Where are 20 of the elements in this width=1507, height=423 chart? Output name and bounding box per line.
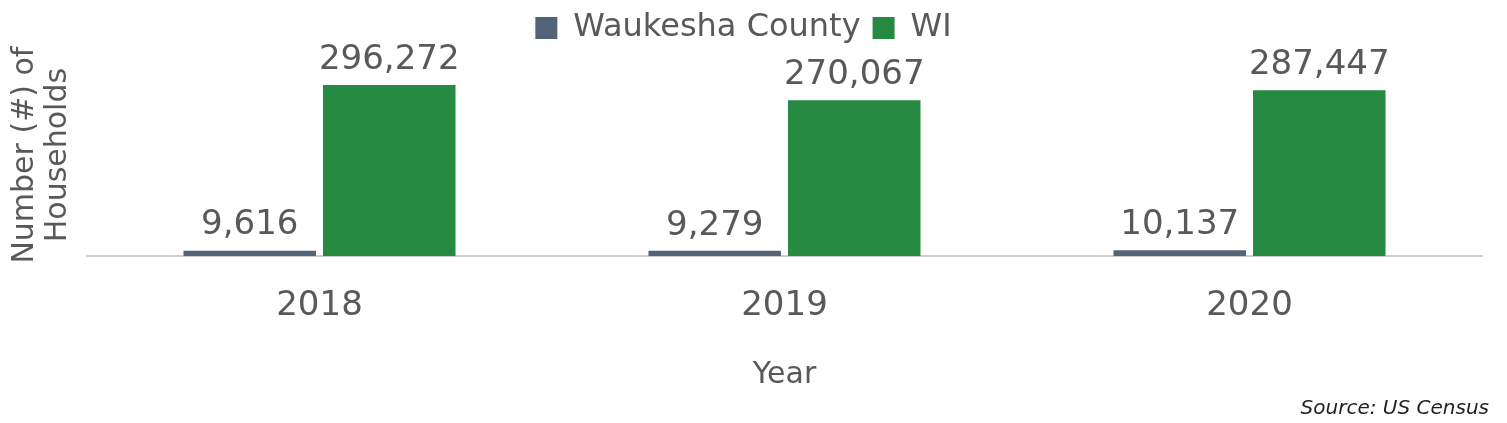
legend-label: Waukesha County	[573, 6, 861, 45]
legend-label: WI	[910, 6, 952, 45]
data-label: 9,279	[666, 202, 764, 243]
x-tick-label: 2018	[276, 283, 363, 324]
y-axis-title: Number (#) of Households	[5, 45, 74, 264]
data-label: 10,137	[1120, 202, 1240, 243]
x-tick-label: 2019	[741, 283, 828, 324]
x-tick-label: 2020	[1206, 283, 1293, 324]
bar	[322, 85, 456, 257]
bar	[1113, 250, 1247, 257]
data-label: 9,616	[201, 202, 299, 243]
data-label: 270,067	[783, 52, 925, 93]
bar	[787, 100, 921, 257]
data-label: 287,447	[1248, 41, 1390, 82]
data-label: 296,272	[318, 36, 460, 77]
x-axis-title: Year	[751, 354, 817, 390]
bar	[183, 250, 317, 257]
source-note: Source: US Census	[1300, 395, 1489, 419]
bar	[1252, 90, 1386, 257]
bar	[648, 250, 782, 257]
